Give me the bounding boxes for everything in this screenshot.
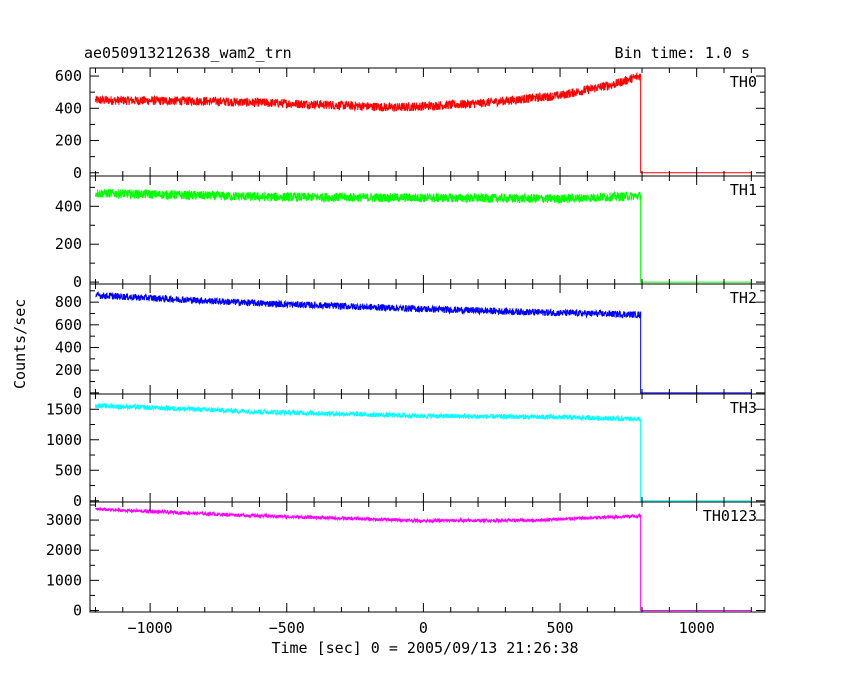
y-tick-label: 1000 — [46, 431, 82, 449]
series-line-th0 — [94, 71, 752, 174]
y-tick-label: 500 — [55, 461, 82, 479]
x-tick-label: 1000 — [679, 619, 715, 637]
x-tick-label: 500 — [546, 619, 573, 637]
series-line-th2 — [95, 291, 752, 394]
x-tick-label: −1000 — [128, 619, 173, 637]
series-line-th0123 — [95, 506, 752, 611]
y-tick-label: 200 — [55, 132, 82, 150]
panel-label-th0: TH0 — [730, 73, 757, 91]
y-tick-label: 2000 — [46, 541, 82, 559]
y-tick-label: 0 — [73, 164, 82, 182]
y-tick-label: 0 — [73, 273, 82, 291]
y-tick-label: 800 — [55, 293, 82, 311]
panel-label-th1: TH1 — [730, 181, 757, 199]
y-tick-label: 600 — [55, 67, 82, 85]
y-tick-label: 3000 — [46, 511, 82, 529]
x-tick-label: 0 — [419, 619, 428, 637]
y-tick-label: 400 — [55, 197, 82, 215]
y-tick-label: 200 — [55, 235, 82, 253]
series-line-th1 — [94, 188, 752, 283]
x-axis-label: Time [sec] 0 = 2005/09/13 21:26:38 — [271, 639, 579, 657]
y-tick-label: 1000 — [46, 571, 82, 589]
y-tick-label: 400 — [55, 99, 82, 117]
y-tick-label: 1500 — [46, 400, 82, 418]
y-tick-label: 600 — [55, 316, 82, 334]
y-tick-label: 0 — [73, 384, 82, 402]
bin-time-label: Bin time: 1.0 s — [614, 44, 750, 62]
series-line-th3 — [94, 402, 752, 502]
y-tick-label: 0 — [73, 492, 82, 510]
y-tick-label: 400 — [55, 339, 82, 357]
x-tick-label: −500 — [269, 619, 305, 637]
y-tick-label: 200 — [55, 361, 82, 379]
panel-label-th3: TH3 — [730, 399, 757, 417]
y-tick-label: 0 — [73, 601, 82, 619]
panel-frame-th0 — [89, 67, 766, 177]
chart-title: ae050913212638_wam2_trn — [84, 44, 292, 62]
panel-label-th2: TH2 — [730, 289, 757, 307]
panel-frame-th0123 — [89, 501, 766, 613]
panel-label-th0123: TH0123 — [703, 507, 757, 525]
